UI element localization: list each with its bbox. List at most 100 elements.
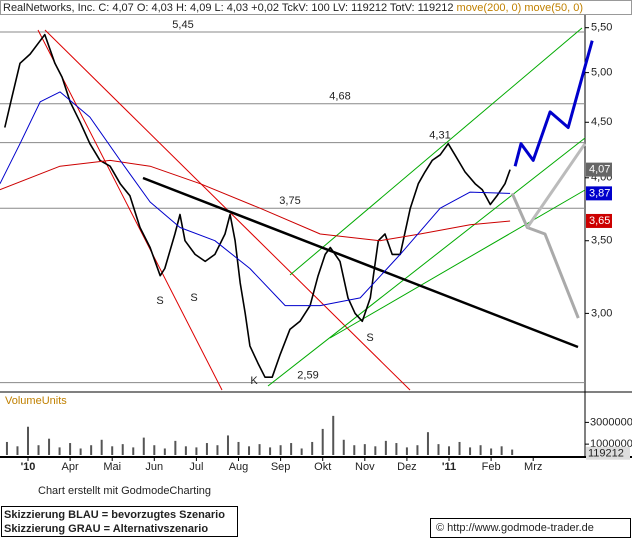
level-label: 5,45 xyxy=(172,19,193,31)
level-label: 3,75 xyxy=(279,195,300,207)
volume-bar xyxy=(363,444,366,455)
volume-bar xyxy=(342,439,345,455)
volume-bar xyxy=(16,446,19,455)
volume-bar xyxy=(311,441,314,455)
volume-bar xyxy=(58,447,61,455)
x-tick-label: '10 xyxy=(21,461,36,473)
volume-last: 119212 xyxy=(588,448,624,460)
green-channel xyxy=(267,137,586,387)
volume-bar xyxy=(5,441,8,455)
volume-bar xyxy=(269,447,272,455)
volume-last-box xyxy=(586,446,630,460)
price-label-box xyxy=(586,213,612,228)
x-tick-label: Feb xyxy=(482,461,501,473)
volume-bar xyxy=(216,445,219,455)
green-channel xyxy=(329,189,586,339)
volume-bar xyxy=(163,448,166,455)
volume-bar xyxy=(237,441,240,455)
note: Skizzierung GRAU = Alternativszenario xyxy=(4,523,208,535)
volume-bar xyxy=(384,440,387,455)
y-tick-label: 5,00 xyxy=(591,67,612,79)
y-tick-label: 5,50 xyxy=(591,22,612,34)
scenario-line xyxy=(526,142,587,229)
moving-average xyxy=(0,159,511,242)
volume-bar xyxy=(184,446,187,455)
copyright: © http://www.godmode-trader.de xyxy=(436,522,594,534)
annotation: K xyxy=(250,375,258,387)
volume-bar xyxy=(458,441,461,455)
volume-bar xyxy=(37,445,40,455)
credit: Chart erstellt mit GodmodeCharting xyxy=(38,485,211,497)
price-label: 4,07 xyxy=(589,164,610,176)
copyright-box xyxy=(430,518,631,538)
volume-bar xyxy=(48,438,51,455)
x-tick-label: Nov xyxy=(355,461,375,473)
volume-bar xyxy=(153,445,156,455)
header: RealNetworks, Inc. C: 4,07 O: 4,03 H: 4,0… xyxy=(3,2,583,14)
volume-bar xyxy=(500,446,503,455)
volume-bar xyxy=(395,443,398,455)
legend-entry: move(200, 0) xyxy=(457,2,522,14)
volume-bar xyxy=(437,444,440,455)
volume-bar xyxy=(290,443,293,455)
x-tick-label: '11 xyxy=(442,461,456,473)
scenario-line xyxy=(513,40,594,167)
x-tick-label: Jul xyxy=(189,461,203,473)
volume-bar xyxy=(90,445,93,455)
x-tick-label: Sep xyxy=(271,461,291,473)
x-tick-label: Dez xyxy=(397,461,417,473)
volume-bar xyxy=(100,439,103,455)
level-label: 2,59 xyxy=(297,370,318,382)
price-line xyxy=(4,33,511,378)
volume-bar xyxy=(332,415,335,455)
volume-bar xyxy=(353,445,356,455)
level-label: 4,68 xyxy=(329,91,350,103)
volume-bar xyxy=(69,443,72,455)
volume-bar xyxy=(479,445,482,455)
trend-line xyxy=(142,176,579,349)
scenario-line xyxy=(510,192,580,319)
red-channel xyxy=(37,29,223,391)
volume-bar xyxy=(448,446,451,455)
volume-bar xyxy=(195,447,198,455)
volume-bar xyxy=(511,449,514,455)
x-tick-label: Aug xyxy=(229,461,249,473)
series-name: RealNetworks, Inc. xyxy=(3,2,95,14)
x-tick-label: Okt xyxy=(314,461,331,473)
volume-bar xyxy=(374,446,377,455)
volume-bar xyxy=(300,448,303,455)
x-tick-label: Mrz xyxy=(524,461,542,473)
moving-average xyxy=(0,91,511,307)
green-channel xyxy=(289,27,583,276)
volume-bar xyxy=(132,447,135,455)
price-label: 3,65 xyxy=(589,215,610,227)
y-tick-label: 3,00 xyxy=(591,307,612,319)
price-label-box xyxy=(586,162,612,177)
x-tick-label: Jun xyxy=(145,461,163,473)
annotation: S xyxy=(366,332,373,344)
volume-bar xyxy=(258,444,261,455)
volume-bar xyxy=(174,440,177,455)
legend-entry: move(50, 0) xyxy=(524,2,583,14)
volume-bar xyxy=(121,444,124,455)
chart-title: C: 4,07 O: 4,03 H: 4,09 L: 4,03 +0,02 Tc… xyxy=(98,2,453,14)
annotation: S xyxy=(156,295,163,307)
volume-bar xyxy=(490,448,493,455)
volume-bar xyxy=(205,443,208,455)
y-tick-label: 3,50 xyxy=(591,235,612,247)
trend-lines xyxy=(37,27,586,391)
volume-bar xyxy=(279,445,282,455)
volume-bar xyxy=(469,447,472,455)
volume-tick-label: 3000000 xyxy=(590,416,632,428)
volume-bar xyxy=(426,432,429,455)
volume-bar xyxy=(111,446,114,455)
level-label: 4,31 xyxy=(429,130,450,142)
volume-bar xyxy=(79,448,82,455)
volume-bar xyxy=(321,428,324,455)
notes-box xyxy=(1,506,238,537)
volume-bar xyxy=(142,437,145,455)
note: Skizzierung BLAU = bevorzugtes Szenario xyxy=(4,509,225,521)
volume-bar xyxy=(248,446,251,455)
